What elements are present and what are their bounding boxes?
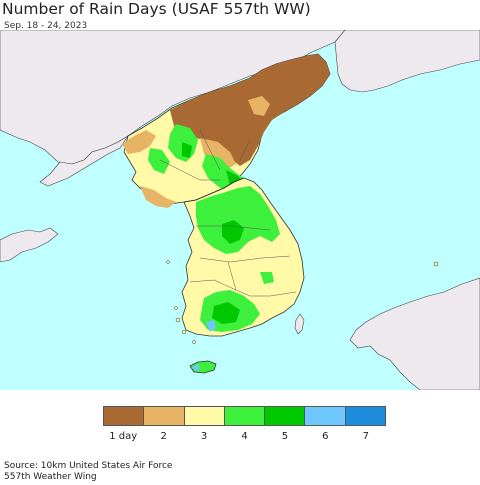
source-line-1: Source: 10km United States Air Force — [4, 461, 173, 471]
legend: 1 day 2 3 4 5 6 7 — [0, 398, 480, 448]
russia-landmass — [334, 30, 480, 93]
province-borders — [159, 129, 297, 297]
sk-5day-patches — [212, 220, 244, 324]
islands — [166, 260, 439, 344]
legend-label: 1 day — [109, 431, 138, 442]
liaodong-peninsula — [39, 135, 129, 187]
legend-swatch — [144, 407, 185, 425]
sk-4day-north — [196, 186, 280, 254]
legend-swatch — [104, 407, 145, 425]
legend-label: 4 — [241, 431, 248, 442]
dmz-border — [183, 177, 245, 203]
legend-swatch — [345, 407, 385, 425]
legend-swatch — [305, 407, 346, 425]
sk-6day-patch — [206, 320, 216, 332]
legend-label: 5 — [281, 431, 289, 442]
shandong-peninsula — [0, 227, 59, 263]
nk-2day-patches — [122, 96, 270, 208]
legend-swatch — [224, 407, 266, 425]
rain-days-map — [0, 30, 480, 390]
source-line-2: 557th Weather Wing — [4, 472, 97, 482]
legend-label: 3 — [200, 431, 208, 442]
tsushima-island — [294, 313, 305, 335]
legend-colorbar — [103, 406, 386, 426]
legend-label: 6 — [322, 431, 329, 442]
jeju-6day — [192, 364, 200, 371]
japan-landmass — [349, 277, 480, 390]
legend-label: 2 — [160, 431, 167, 442]
date-range: Sep. 18 - 24, 2023 — [4, 21, 88, 31]
source-note: Source: 10km United States Air Force 557… — [4, 461, 172, 483]
map-title: Number of Rain Days (USAF 557th WW) — [2, 0, 311, 18]
legend-swatch — [184, 407, 225, 425]
nk-4day-patches — [148, 124, 250, 192]
nk-1day-north — [170, 54, 330, 166]
legend-label: 7 — [362, 431, 369, 442]
legend-swatch — [265, 407, 306, 425]
nk-5day-patches — [182, 142, 246, 190]
